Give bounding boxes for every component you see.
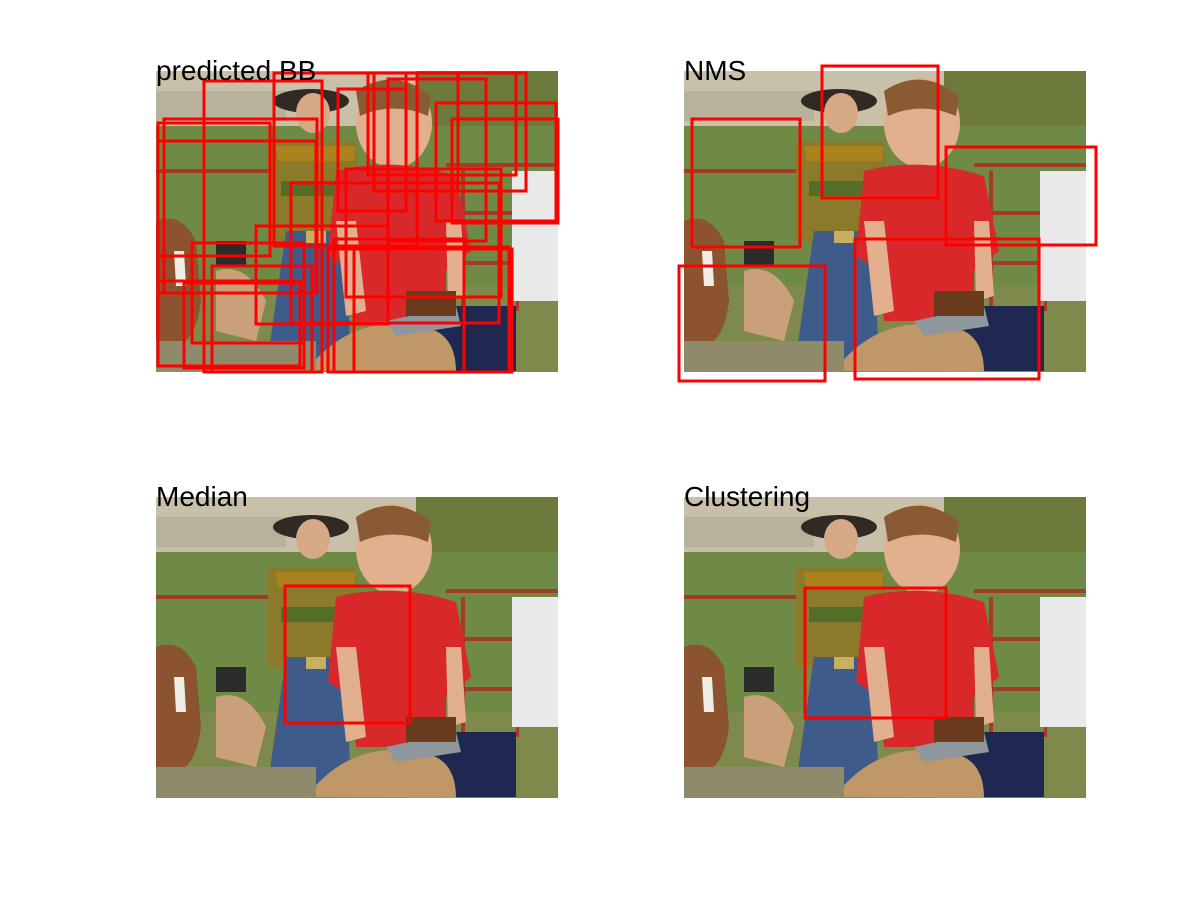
bbox	[156, 121, 272, 258]
bbox	[690, 117, 802, 249]
bbox	[404, 71, 528, 193]
bbox	[332, 237, 466, 374]
bbox	[450, 117, 560, 225]
bbox	[853, 237, 1041, 381]
panel-clustering: Clustering	[684, 482, 1086, 798]
panel-title: NMS	[684, 55, 747, 86]
bbox	[434, 101, 558, 223]
bbox	[352, 245, 511, 374]
bbox	[254, 224, 390, 326]
bbox	[283, 584, 412, 725]
bounding-boxes	[803, 586, 948, 720]
bounding-boxes	[156, 71, 560, 374]
bbox	[326, 247, 514, 374]
bbox	[156, 139, 318, 295]
bbox	[677, 264, 827, 383]
panel-nms: NMS	[677, 56, 1098, 383]
bbox	[156, 279, 302, 368]
panel-median: Median	[156, 482, 558, 798]
bbox	[803, 586, 948, 720]
panel-predicted-bb: predicted BB	[156, 56, 560, 374]
panel-title: predicted BB	[156, 55, 317, 86]
bbox	[336, 87, 408, 213]
bbox	[944, 145, 1098, 247]
bbox	[210, 264, 314, 374]
bbox	[289, 181, 501, 325]
panel-title: Clustering	[684, 481, 811, 512]
bbox	[820, 64, 940, 200]
bbox	[372, 71, 460, 193]
bbox	[182, 281, 306, 370]
bbox	[344, 167, 503, 299]
panel-title: Median	[156, 481, 248, 512]
bounding-boxes	[283, 584, 412, 725]
bbox	[386, 77, 488, 243]
bounding-boxes	[677, 64, 1098, 383]
